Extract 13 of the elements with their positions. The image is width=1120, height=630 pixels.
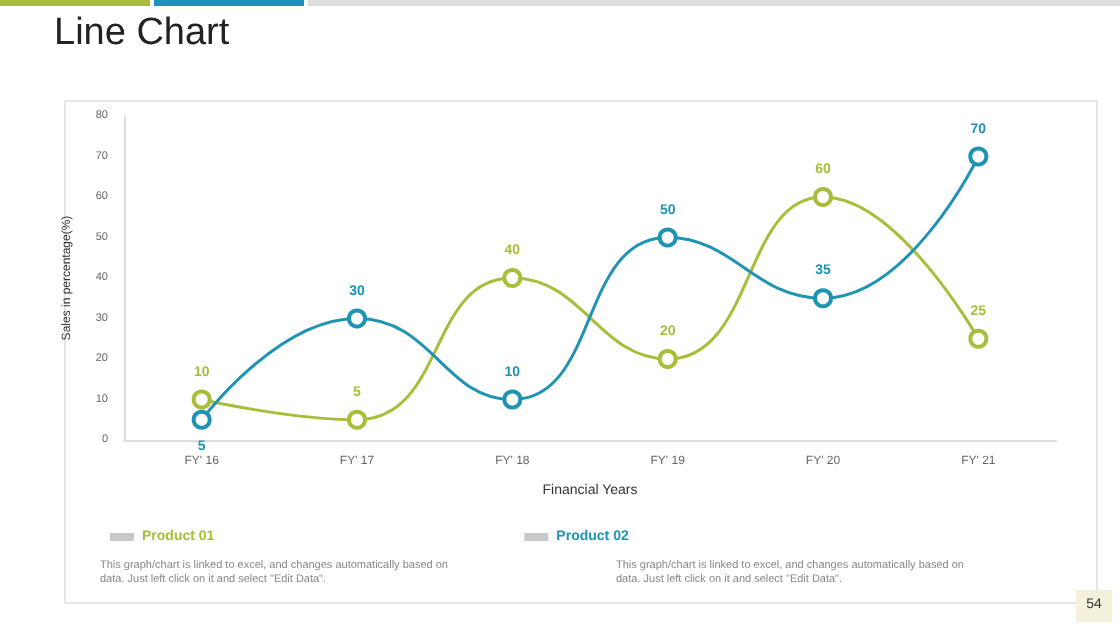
point xyxy=(813,187,833,207)
point xyxy=(347,409,367,430)
point xyxy=(502,389,523,410)
point xyxy=(191,409,212,430)
point xyxy=(813,288,833,309)
point xyxy=(968,146,989,167)
chart-title: Line Chart xyxy=(54,12,230,56)
point xyxy=(657,227,678,248)
point xyxy=(657,349,678,369)
point xyxy=(502,268,523,288)
point xyxy=(191,389,212,410)
point xyxy=(968,328,989,349)
point xyxy=(347,308,367,329)
